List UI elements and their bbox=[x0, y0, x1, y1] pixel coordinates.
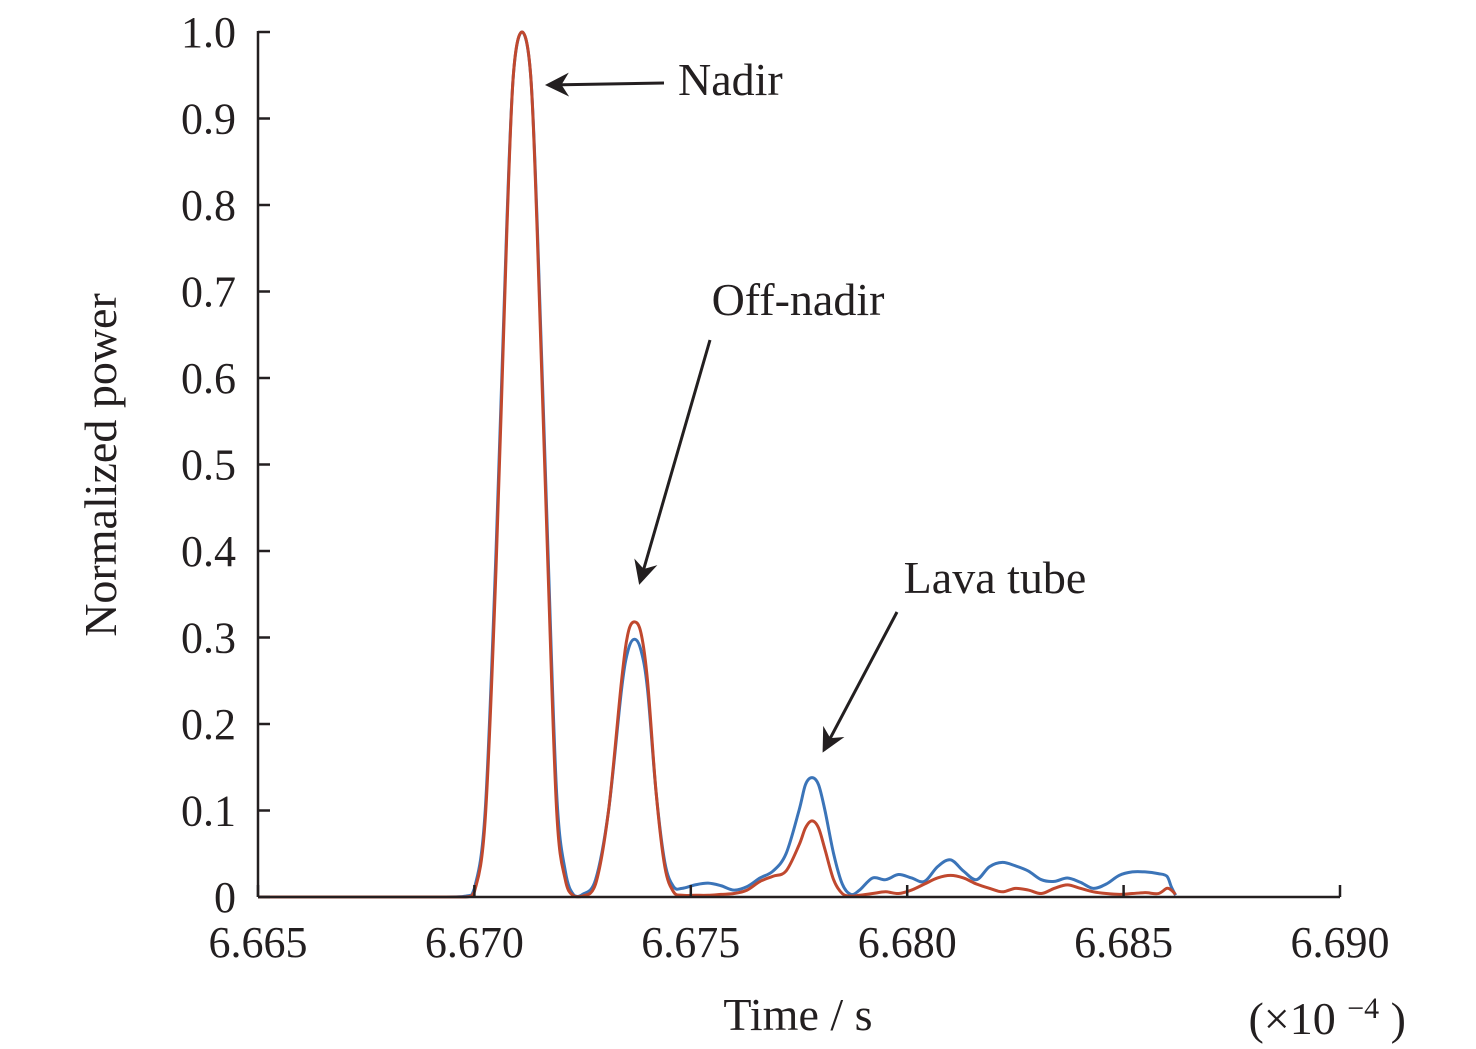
y-tick-label: 0.4 bbox=[181, 527, 236, 576]
x-tick-label: 6.680 bbox=[858, 918, 957, 967]
x-tick-label: 6.685 bbox=[1074, 918, 1173, 967]
x-multiplier-exponent: −4 bbox=[1347, 992, 1379, 1025]
annotation-arrow bbox=[545, 72, 665, 97]
y-tick-label: 0.1 bbox=[181, 787, 236, 836]
series-line-1 bbox=[258, 30, 1177, 899]
y-tick-label: 0.8 bbox=[181, 181, 236, 230]
annotation-label: Lava tube bbox=[904, 552, 1087, 603]
y-tick-label: 0.2 bbox=[181, 700, 236, 749]
annotation-arrow bbox=[822, 611, 899, 753]
annotation-label: Off-nadir bbox=[712, 274, 885, 325]
x-ticks: 6.665 6.670 6.675 6.680 6.685 6.690 bbox=[209, 885, 1390, 967]
x-multiplier-label: (×10 −4 ) bbox=[1248, 992, 1406, 1045]
y-tick-label: 0.7 bbox=[181, 268, 236, 317]
y-tick-label: 1.0 bbox=[181, 8, 236, 57]
y-ticks: 0 0.1 0.2 0.3 0.4 0.5 0.6 0.7 0.8 0.9 1.0 bbox=[181, 8, 270, 922]
annotation-label: Nadir bbox=[678, 54, 783, 105]
x-axis-label: Time / s bbox=[723, 989, 872, 1040]
x-tick-label: 6.675 bbox=[641, 918, 740, 967]
x-tick-label: 6.670 bbox=[425, 918, 524, 967]
x-tick-label: 6.665 bbox=[209, 918, 308, 967]
y-tick-label: 0 bbox=[214, 873, 236, 922]
y-tick-label: 0.3 bbox=[181, 614, 236, 663]
annotations-layer: Nadir Off-nadir Lava tube bbox=[545, 54, 1087, 753]
series-layer bbox=[258, 30, 1177, 899]
annotation-arrow bbox=[634, 339, 712, 585]
series-line-2 bbox=[258, 30, 1177, 899]
x-tick-label: 6.690 bbox=[1291, 918, 1390, 967]
x-multiplier-suffix: ) bbox=[1391, 993, 1406, 1044]
y-tick-label: 0.5 bbox=[181, 441, 236, 490]
y-tick-label: 0.6 bbox=[181, 354, 236, 403]
x-multiplier-prefix: (×10 bbox=[1248, 993, 1335, 1044]
y-tick-label: 0.9 bbox=[181, 95, 236, 144]
y-axis-label: Normalized power bbox=[75, 293, 126, 637]
